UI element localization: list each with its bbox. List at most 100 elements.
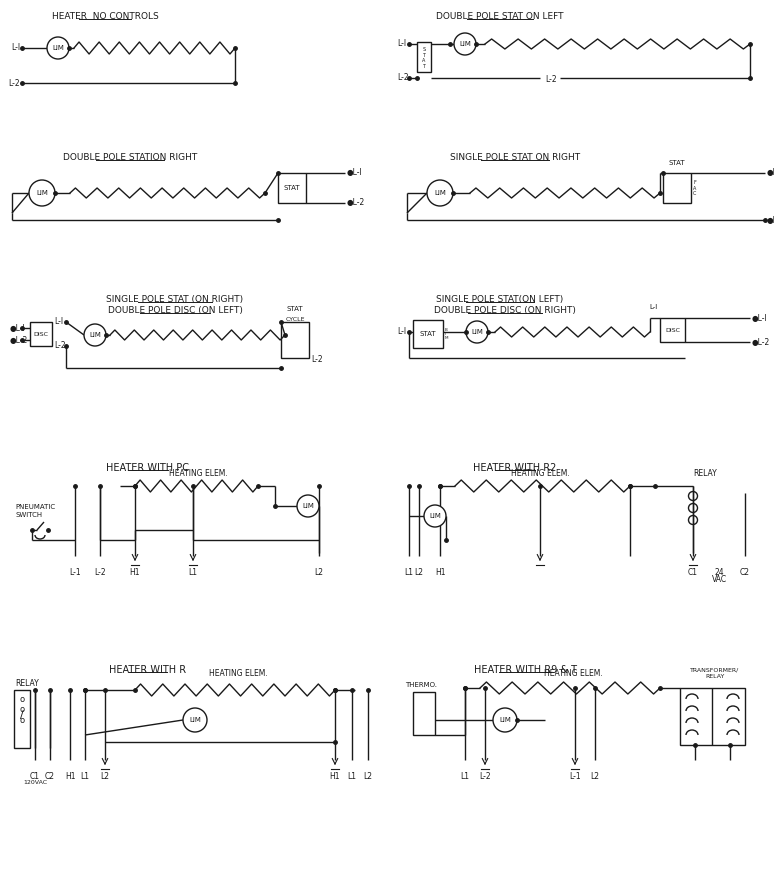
Text: LIM: LIM xyxy=(499,717,511,723)
Text: L2: L2 xyxy=(314,568,324,577)
Text: HEATER  NO CONTROLS: HEATER NO CONTROLS xyxy=(52,12,159,21)
Text: HEATING ELEM.: HEATING ELEM. xyxy=(209,669,267,678)
Text: L-1: L-1 xyxy=(569,772,580,781)
Bar xyxy=(278,173,306,203)
Text: L2: L2 xyxy=(591,772,600,781)
Text: DISC: DISC xyxy=(33,332,49,337)
Text: STAT: STAT xyxy=(420,331,437,337)
Text: /: / xyxy=(20,710,24,720)
Text: HEATER WITH R: HEATER WITH R xyxy=(109,665,187,675)
Text: L-I: L-I xyxy=(397,327,406,337)
Text: LIM: LIM xyxy=(429,513,441,519)
Bar xyxy=(413,692,435,735)
Text: L-2: L-2 xyxy=(397,73,409,82)
Text: SWITCH: SWITCH xyxy=(15,512,42,518)
Text: L-2: L-2 xyxy=(9,79,20,88)
Text: HEATING ELEM.: HEATING ELEM. xyxy=(169,469,228,478)
Bar xyxy=(417,42,431,72)
Text: L1: L1 xyxy=(80,772,90,781)
Bar xyxy=(30,322,52,346)
Text: L1: L1 xyxy=(189,568,197,577)
Text: C1: C1 xyxy=(688,568,698,577)
Bar xyxy=(281,322,309,358)
Text: L1: L1 xyxy=(405,568,413,577)
Text: HEATER WITH PC: HEATER WITH PC xyxy=(107,463,190,473)
Text: RELAY: RELAY xyxy=(15,679,39,688)
Text: L2: L2 xyxy=(415,568,423,577)
Circle shape xyxy=(466,321,488,343)
Text: THERMO.: THERMO. xyxy=(405,682,437,688)
Text: S
T
A
T: S T A T xyxy=(423,48,426,69)
Circle shape xyxy=(427,180,453,206)
Circle shape xyxy=(47,37,69,59)
Text: ●L-2: ●L-2 xyxy=(752,338,770,347)
Text: DOUBLE POLE STAT ON LEFT: DOUBLE POLE STAT ON LEFT xyxy=(437,12,563,21)
Text: LIM: LIM xyxy=(89,332,101,338)
Bar xyxy=(413,320,443,348)
Text: SINGLE POLE STAT(ON LEFT): SINGLE POLE STAT(ON LEFT) xyxy=(437,295,563,304)
Text: VAC: VAC xyxy=(711,575,727,584)
Circle shape xyxy=(29,180,55,206)
Text: L2: L2 xyxy=(101,772,109,781)
Text: H1: H1 xyxy=(65,772,75,781)
Text: L-I: L-I xyxy=(397,40,406,49)
Text: LIM: LIM xyxy=(189,717,201,723)
Text: H1: H1 xyxy=(435,568,445,577)
Text: L1: L1 xyxy=(461,772,470,781)
Text: L-2: L-2 xyxy=(545,75,557,85)
Bar xyxy=(680,688,745,745)
Text: ●L-I: ●L-I xyxy=(347,169,363,178)
Text: L-I: L-I xyxy=(11,43,20,52)
Text: HEATING ELEM.: HEATING ELEM. xyxy=(511,469,570,478)
Text: CYCLE: CYCLE xyxy=(286,317,305,322)
Text: HEATER WITH R9 & T: HEATER WITH R9 & T xyxy=(474,665,577,675)
Text: C2: C2 xyxy=(740,568,750,577)
Text: STAT: STAT xyxy=(284,185,300,191)
Text: LIM: LIM xyxy=(52,45,64,51)
Text: ●L-2: ●L-2 xyxy=(10,336,28,345)
Text: LIM: LIM xyxy=(36,190,48,196)
Bar xyxy=(14,690,30,748)
Text: L-2: L-2 xyxy=(311,355,323,364)
Text: C1: C1 xyxy=(30,772,40,781)
Bar xyxy=(660,318,685,342)
Text: SINGLE POLE STAT ON RIGHT: SINGLE POLE STAT ON RIGHT xyxy=(450,153,580,162)
Text: STAT: STAT xyxy=(669,160,685,166)
Text: C2: C2 xyxy=(45,772,55,781)
Circle shape xyxy=(493,708,517,732)
Text: HEATING ELEM.: HEATING ELEM. xyxy=(543,669,602,678)
Text: L-2: L-2 xyxy=(479,772,491,781)
Text: LIM: LIM xyxy=(471,329,483,335)
Text: HEATER WITH R2: HEATER WITH R2 xyxy=(474,463,557,473)
Text: RELAY: RELAY xyxy=(694,469,717,478)
Text: 24: 24 xyxy=(714,568,724,577)
Text: L-1: L-1 xyxy=(69,568,80,577)
Text: L-I: L-I xyxy=(54,317,63,326)
Text: DISC: DISC xyxy=(665,327,680,332)
Circle shape xyxy=(424,505,446,527)
Text: F
A
C: F A C xyxy=(693,180,697,196)
Text: PNEUMATIC: PNEUMATIC xyxy=(15,504,55,510)
Circle shape xyxy=(183,708,207,732)
Text: RELAY: RELAY xyxy=(705,674,724,679)
Text: o
o
o: o o o xyxy=(19,695,25,725)
Text: L-I: L-I xyxy=(649,304,657,310)
Text: DOUBLE POLE DISC (ON LEFT): DOUBLE POLE DISC (ON LEFT) xyxy=(108,306,242,315)
Text: ●L-I: ●L-I xyxy=(10,324,26,332)
Text: 120VAC: 120VAC xyxy=(23,780,47,785)
Circle shape xyxy=(297,495,319,517)
Text: TRANSFORMER/: TRANSFORMER/ xyxy=(690,667,740,672)
Text: ●L-I: ●L-I xyxy=(767,169,774,178)
Bar xyxy=(663,173,691,203)
Text: L1: L1 xyxy=(348,772,357,781)
Text: DOUBLE POLE DISC (ON RIGHT): DOUBLE POLE DISC (ON RIGHT) xyxy=(434,306,576,315)
Text: ●L-2: ●L-2 xyxy=(347,199,365,208)
Text: LIM: LIM xyxy=(302,503,314,509)
Circle shape xyxy=(454,33,476,55)
Text: DOUBLE POLE STATION RIGHT: DOUBLE POLE STATION RIGHT xyxy=(63,153,197,162)
Circle shape xyxy=(84,324,106,346)
Text: L-2: L-2 xyxy=(94,568,106,577)
Text: ●L-2: ●L-2 xyxy=(767,216,774,225)
Text: B
I
M: B I M xyxy=(445,328,448,340)
Text: L-2: L-2 xyxy=(54,341,66,350)
